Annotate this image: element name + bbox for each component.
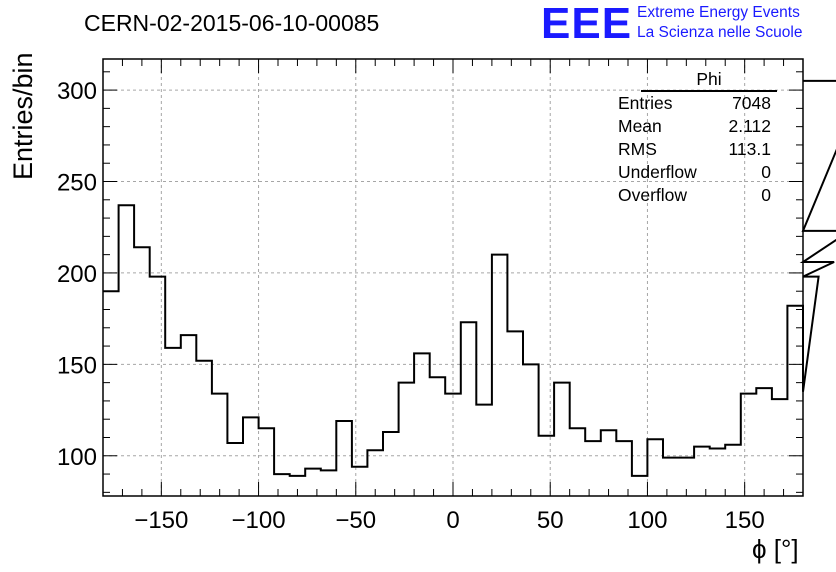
stats-row: RMS 113.1	[611, 138, 777, 161]
y-axis-label: Entries/bin	[8, 52, 38, 180]
stats-value: 2.112	[728, 116, 772, 136]
x-tick-label: 0	[446, 507, 459, 534]
run-title: CERN-02-2015-06-10-00085	[84, 10, 380, 36]
stats-row: Overflow 0	[611, 184, 777, 207]
stats-row: Mean 2.112	[611, 115, 777, 138]
stats-value: 0	[761, 185, 771, 205]
histogram-line	[103, 79, 836, 477]
x-tick-label: 100	[627, 507, 667, 534]
x-tick-label: −100	[232, 507, 286, 534]
stats-label: Entries	[618, 93, 673, 113]
x-tick-label: −150	[134, 507, 188, 534]
stats-row: Entries 7048	[611, 92, 777, 115]
eee-logo: EEE	[541, 0, 633, 48]
x-tick-label: 50	[537, 507, 564, 534]
x-tick-label: 150	[725, 507, 765, 534]
y-tick-label: 200	[57, 261, 97, 288]
logo-subtitle-line2: La Scienza nelle Scuole	[637, 24, 803, 41]
stats-value: 113.1	[728, 139, 772, 159]
stats-label: RMS	[618, 139, 657, 159]
stats-label: Overflow	[618, 185, 688, 205]
y-tick-label: 100	[57, 444, 97, 471]
stats-row: Underflow 0	[611, 161, 777, 184]
y-tick-label: 250	[57, 170, 97, 197]
y-tick-label: 300	[57, 78, 97, 105]
logo-subtitle-line1: Extreme Energy Events	[637, 4, 800, 21]
x-tick-label: −50	[335, 507, 376, 534]
stats-value: 7048	[732, 93, 771, 113]
y-tick-label: 150	[57, 352, 97, 379]
stats-title: Phi	[641, 70, 777, 92]
stats-box: Phi Entries 7048 Mean 2.112 RMS 113.1 Under…	[611, 70, 777, 207]
stats-label: Underflow	[618, 162, 697, 182]
x-axis-label: ϕ [°]	[752, 534, 799, 564]
stats-label: Mean	[618, 116, 662, 136]
stats-value: 0	[761, 162, 771, 182]
